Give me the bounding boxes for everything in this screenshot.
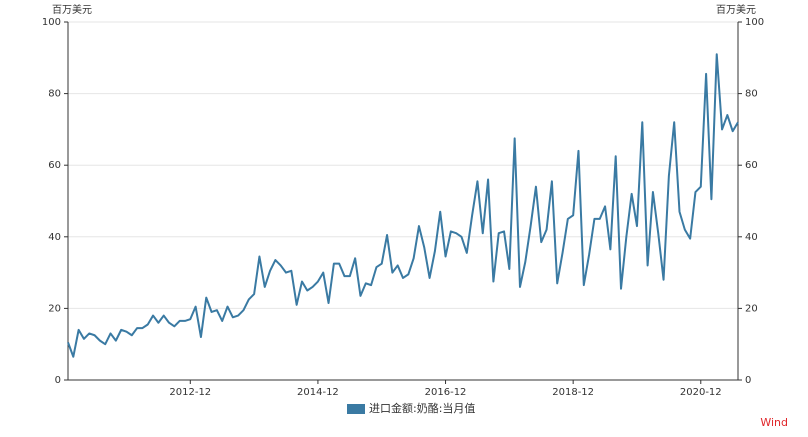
x-tick-label: 2014-12: [297, 387, 339, 398]
legend-swatch: [347, 404, 365, 414]
series-line: [67, 53, 739, 358]
y2-tick-label: 80: [745, 89, 758, 100]
y2-tick-label: 40: [745, 232, 758, 243]
y2-tick-label: 60: [745, 160, 758, 171]
y2-tick-label: 100: [745, 17, 764, 28]
x-tick-label: 2016-12: [425, 387, 467, 398]
y-tick-label: 40: [48, 232, 61, 243]
y-unit: 百万美元: [52, 3, 92, 16]
y2-unit: 百万美元: [716, 3, 756, 16]
y-tick-label: 0: [55, 375, 61, 386]
x-tick-label: 2018-12: [552, 387, 594, 398]
y-tick-label: 20: [48, 303, 61, 314]
x-tick-label: 2020-12: [680, 387, 722, 398]
source: Wind: [760, 416, 788, 429]
y-tick-label: 100: [42, 17, 61, 28]
y-tick-label: 80: [48, 89, 61, 100]
legend-label: 进口金额:奶酪:当月值: [369, 401, 475, 415]
y-tick-label: 60: [48, 160, 61, 171]
y2-tick-label: 20: [745, 303, 758, 314]
x-tick-label: 2012-12: [169, 387, 211, 398]
y2-tick-label: 0: [745, 375, 751, 386]
